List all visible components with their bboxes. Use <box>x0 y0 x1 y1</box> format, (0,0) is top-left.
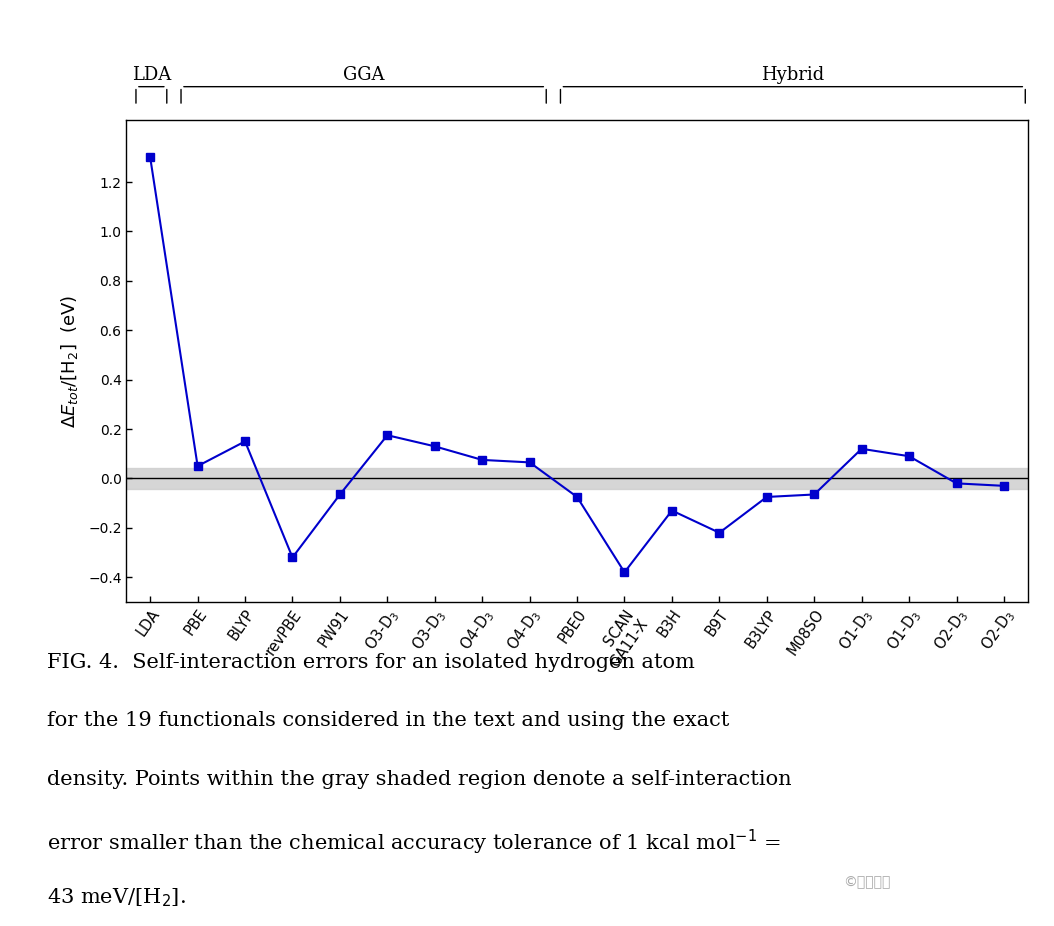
Text: error smaller than the chemical accuracy tolerance of 1 kcal mol$^{-1}$ =: error smaller than the chemical accuracy… <box>47 828 781 857</box>
Text: ©泰科科技: ©泰科科技 <box>843 875 891 889</box>
Text: Hybrid: Hybrid <box>761 67 824 84</box>
Text: GGA: GGA <box>343 67 385 84</box>
Text: FIG. 4.  Self-interaction errors for an isolated hydrogen atom: FIG. 4. Self-interaction errors for an i… <box>47 653 696 672</box>
Text: for the 19 functionals considered in the text and using the exact: for the 19 functionals considered in the… <box>47 711 729 731</box>
Text: 43 meV/[H$_2$].: 43 meV/[H$_2$]. <box>47 886 187 908</box>
Y-axis label: $\Delta E_{tot}/[\mathrm{H}_2]$  (eV): $\Delta E_{tot}/[\mathrm{H}_2]$ (eV) <box>59 294 80 428</box>
Bar <box>126 468 1028 489</box>
Text: density. Points within the gray shaded region denote a self-interaction: density. Points within the gray shaded r… <box>47 770 792 789</box>
Text: LDA: LDA <box>132 67 171 84</box>
